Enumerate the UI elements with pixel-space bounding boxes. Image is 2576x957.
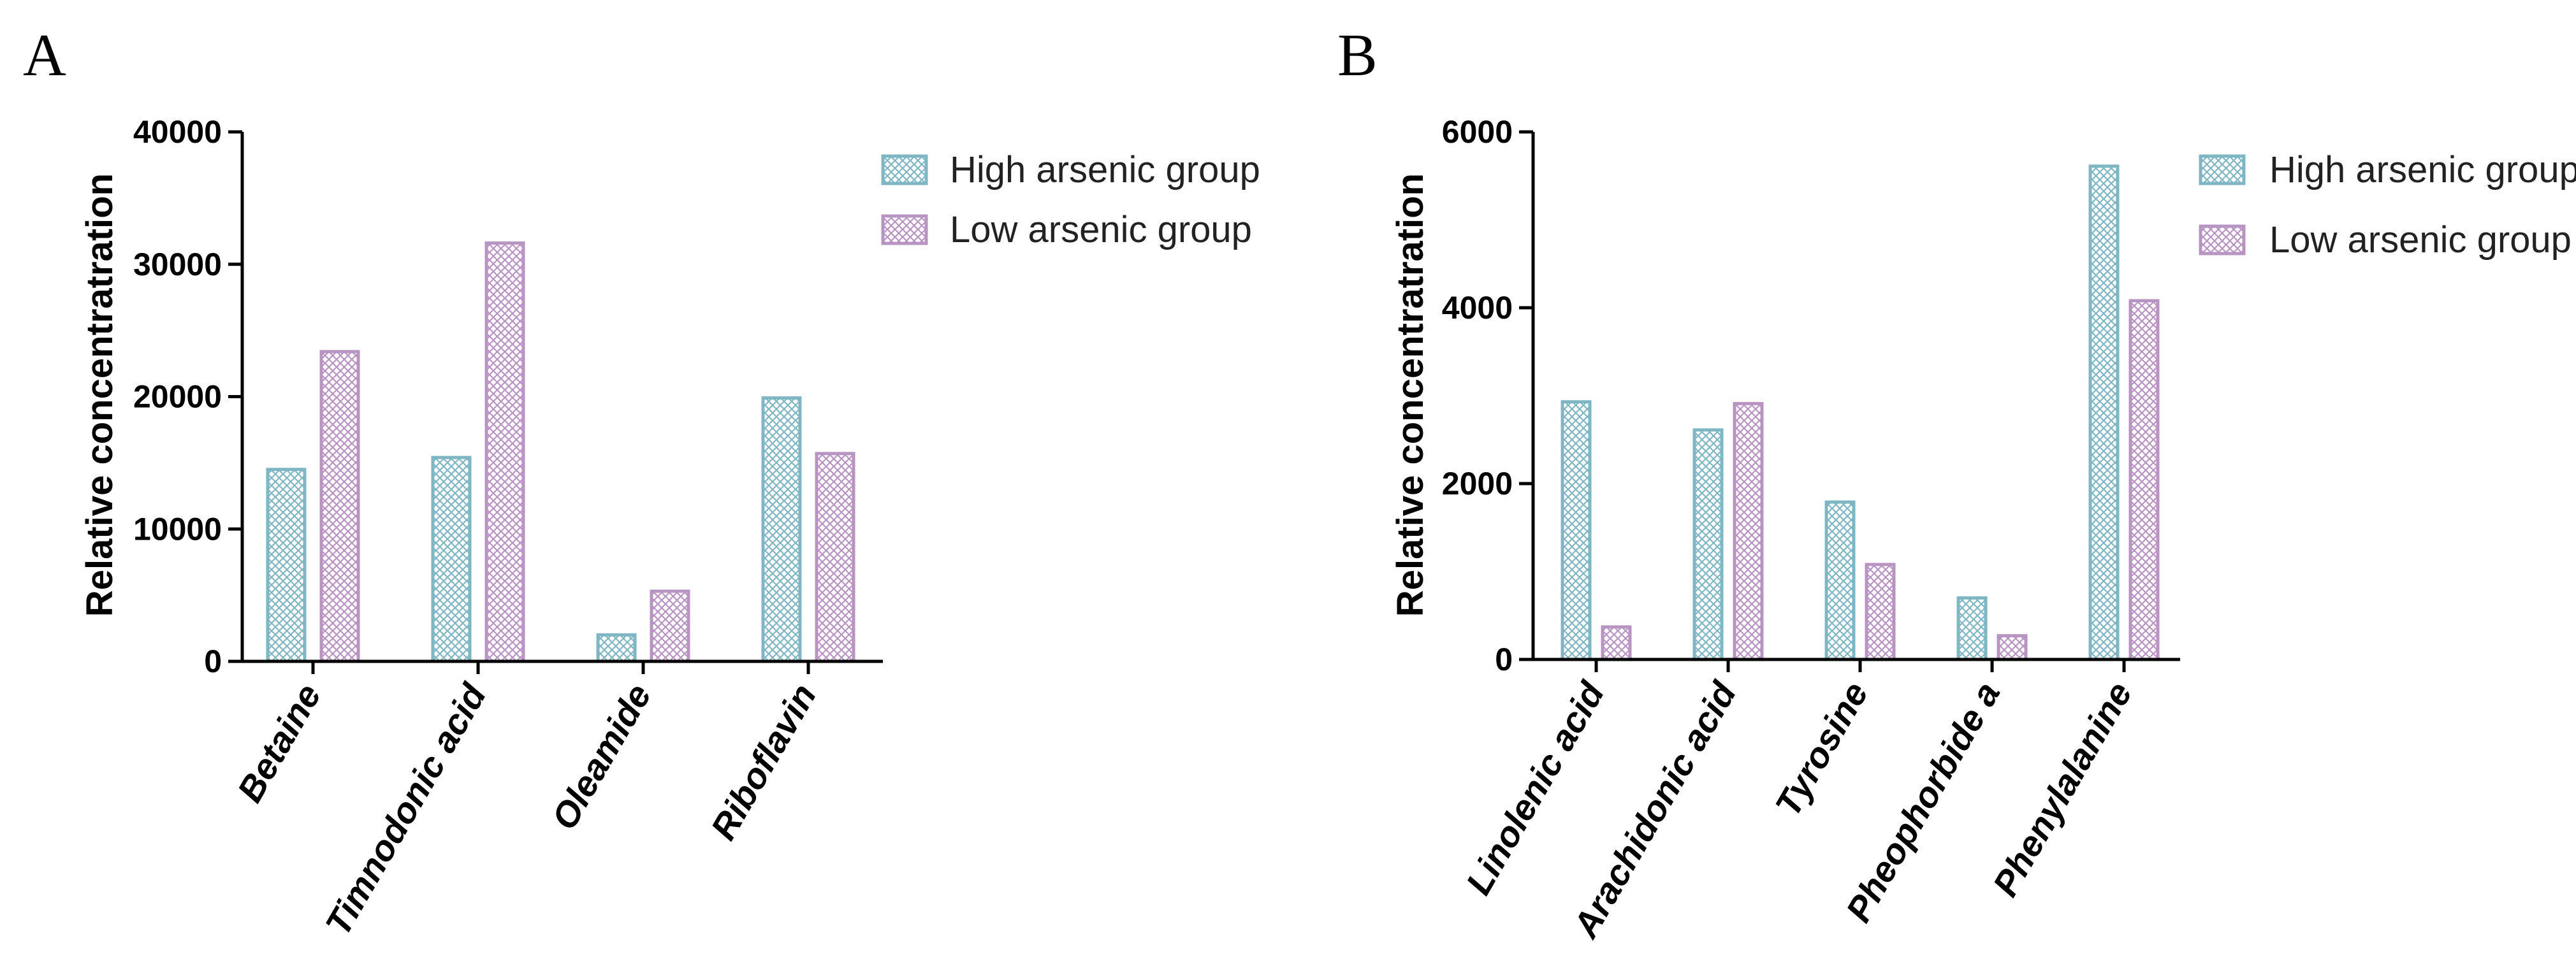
panel-a-y-tick-label: 30000: [133, 247, 222, 282]
panel-b-bar-low: [2128, 299, 2160, 661]
panel-a-letter: A: [23, 22, 66, 89]
panel-b-legend-swatch-low: [2199, 224, 2246, 255]
panel-b-y-axis-title: Relative concentratration: [1390, 173, 1431, 617]
panel-a-y-tick-label: 20000: [133, 379, 222, 415]
panel-b-bar-high: [1956, 596, 1988, 661]
panel-b-y-tick-label: 4000: [1442, 290, 1513, 326]
panel-b-category-label: Tyrosine: [1767, 675, 1875, 823]
panel-a-y-tick-label: 0: [204, 644, 222, 679]
panel-b-bar-low: [1865, 563, 1896, 661]
panel-b-letter: B: [1337, 22, 1378, 89]
panel-b-bar-high: [2088, 164, 2120, 661]
panel-a-category-label: Riboflavin: [702, 677, 824, 847]
panel-b-legend: High arsenic group Low arsenic group: [2199, 149, 2576, 261]
panel-a-legend-swatch-high: [881, 154, 928, 185]
panel-a-y-tick-label: 10000: [133, 511, 222, 547]
panel-a-legend-label-high: High arsenic group: [950, 149, 1260, 191]
panel-b-bars: [1561, 164, 2160, 672]
panel-a-y-tick-label: 40000: [133, 114, 222, 150]
panel-a-bar-low: [319, 350, 360, 663]
panel-a: A Relative concentratration 0 10000 20000 3…: [23, 22, 1260, 942]
panel-a-bar-low: [484, 241, 525, 663]
panel-a-legend-swatch-low: [881, 214, 928, 245]
panel-b-y-tick-label: 2000: [1442, 466, 1513, 501]
panel-b-bar-low: [1997, 634, 2028, 661]
panel-b-legend-label-low: Low arsenic group: [2269, 219, 2572, 261]
panel-b-bar-high: [1692, 428, 1724, 661]
panel-b-category-label: Linolenic acid: [1458, 674, 1612, 901]
panel-b-bar-low: [1733, 401, 1764, 661]
panel-a-bars: [266, 241, 855, 674]
panel-a-y-ticks: 0 10000 20000 30000 40000: [133, 114, 242, 679]
panel-b-y-tick-label: 0: [1495, 642, 1513, 677]
panel-b-y-tick-label: 6000: [1442, 114, 1513, 150]
panel-a-legend: High arsenic group Low arsenic group: [881, 149, 1260, 250]
panel-b-bar-high: [1824, 500, 1856, 661]
panel-a-y-axis-title: Relative concentratration: [79, 173, 120, 617]
panel-a-category-label: Oleamide: [544, 677, 659, 837]
panel-a-category-label: Timnodonic acid: [317, 676, 494, 942]
panel-b-y-ticks: 0 2000 4000 6000: [1442, 114, 1533, 677]
panel-b-bar-low: [1601, 625, 1632, 661]
panel-b-bar-high: [1561, 400, 1592, 661]
panel-a-bar-high: [266, 468, 307, 663]
panel-a-bar-low: [650, 589, 690, 663]
panel-a-bar-high: [761, 396, 802, 663]
panel-a-legend-label-low: Low arsenic group: [950, 209, 1252, 250]
panel-b-legend-label-high: High arsenic group: [2269, 149, 2576, 191]
panel-a-bar-low: [815, 452, 855, 663]
panel-b-category-label: Phenylalanine: [1985, 675, 2140, 903]
panel-a-bar-high: [431, 456, 472, 663]
panel-b: B Relative concentratration 0 2000 4000 600…: [1337, 22, 2576, 946]
panel-a-category-label: Betaine: [229, 677, 329, 809]
panel-a-bar-high: [596, 633, 637, 663]
panel-b-legend-swatch-high: [2199, 154, 2246, 185]
